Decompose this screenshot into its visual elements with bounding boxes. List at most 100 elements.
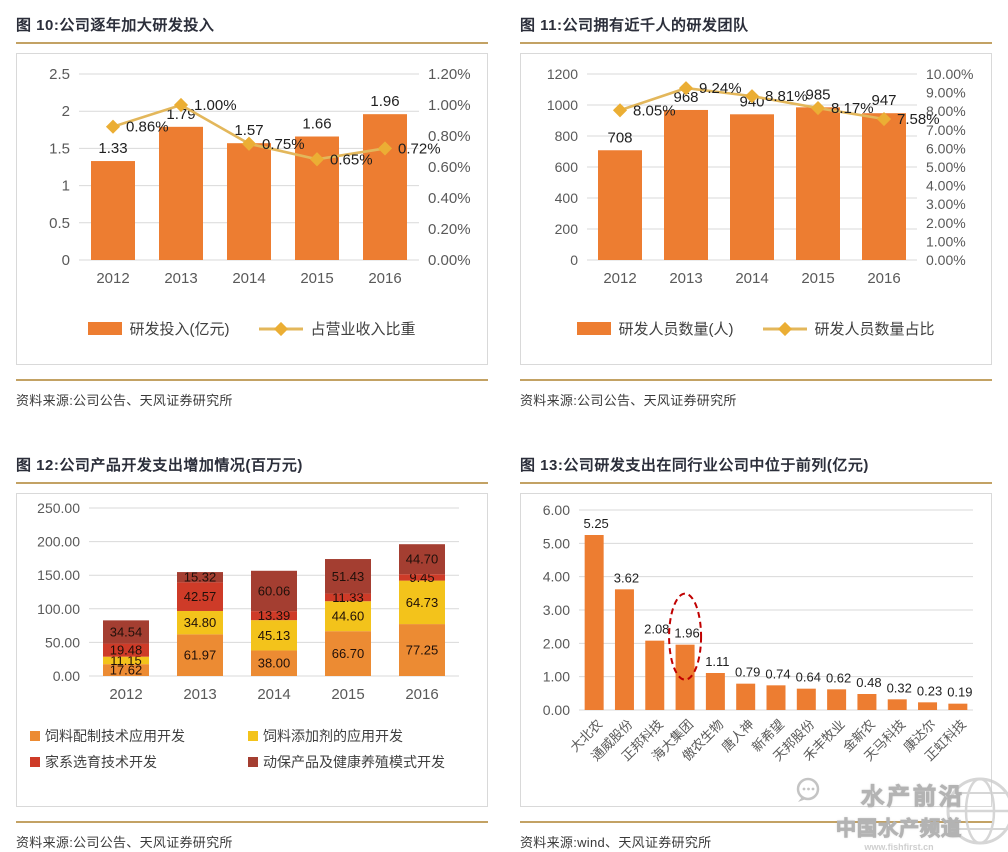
svg-text:1.96: 1.96 [370, 93, 399, 110]
figure-12-plot: 250.00 200.00 150.00 100.00 50.00 0.00 17.62 11… [37, 500, 459, 703]
svg-text:15.32: 15.32 [184, 570, 217, 585]
svg-text:6.00: 6.00 [543, 502, 570, 518]
svg-text:19.48: 19.48 [110, 643, 143, 658]
source-rule [16, 821, 488, 823]
source-rule [16, 379, 488, 381]
svg-text:3.62: 3.62 [614, 570, 639, 585]
svg-text:1.00: 1.00 [543, 669, 570, 685]
svg-text:8.81%: 8.81% [765, 88, 808, 105]
svg-text:0.62: 0.62 [826, 670, 851, 685]
figure-11-plot: 1200 1000 800 600 400 200 0 10.00% 9.00% 8.00% 7.0… [547, 66, 974, 287]
svg-text:45.13: 45.13 [258, 628, 291, 643]
series-swatch-icon [30, 756, 40, 767]
svg-text:0.20%: 0.20% [428, 221, 471, 238]
figure-10-plot: 2.5 2 1.5 1 0.5 0 1.20% 1.00% 0.80% 0.60% 0.40% 0.2… [49, 66, 471, 287]
figure-10-chart: 2.5 2 1.5 1 0.5 0 1.20% 1.00% 0.80% 0.60% 0.40% 0.2… [16, 53, 488, 365]
svg-text:38.00: 38.00 [258, 656, 291, 671]
svg-text:1200: 1200 [547, 66, 578, 82]
svg-text:2016: 2016 [368, 270, 401, 287]
svg-text:2.08: 2.08 [644, 622, 669, 637]
svg-text:1: 1 [62, 178, 70, 195]
svg-text:250.00: 250.00 [37, 500, 80, 516]
svg-text:64.73: 64.73 [406, 595, 439, 610]
svg-text:1.33: 1.33 [98, 140, 127, 157]
source-rule [520, 821, 992, 823]
svg-text:0: 0 [570, 252, 578, 268]
figure-13-source: 资料来源:wind、天风证券研究所 [520, 835, 712, 850]
svg-text:400: 400 [555, 190, 579, 206]
legend-item-line: 研发人员数量占比 [763, 318, 935, 339]
svg-text:44.70: 44.70 [406, 552, 439, 567]
svg-text:600: 600 [555, 159, 579, 175]
svg-text:200: 200 [555, 221, 579, 237]
svg-text:2.00: 2.00 [543, 635, 570, 651]
svg-text:0.00%: 0.00% [926, 252, 966, 268]
svg-text:985: 985 [805, 86, 830, 103]
bar-swatch-icon [88, 322, 123, 335]
svg-text:2: 2 [62, 103, 70, 120]
svg-text:60.06: 60.06 [258, 583, 291, 598]
svg-text:9.24%: 9.24% [699, 80, 742, 97]
svg-text:10.00%: 10.00% [926, 66, 973, 82]
svg-text:0.74: 0.74 [765, 666, 790, 681]
svg-text:0.80%: 0.80% [428, 128, 471, 145]
svg-text:1.66: 1.66 [302, 115, 331, 132]
legend-item: 饲料添加剂的应用开发 [248, 728, 474, 746]
figure-13-title: 图 13:公司研发支出在同行业公司中位于前列(亿元) [520, 457, 869, 474]
svg-text:5.25: 5.25 [583, 516, 608, 531]
svg-text:0.64: 0.64 [796, 670, 821, 685]
svg-text:2014: 2014 [232, 270, 265, 287]
svg-text:6.00%: 6.00% [926, 140, 966, 156]
svg-text:0.32: 0.32 [887, 680, 912, 695]
svg-text:7.58%: 7.58% [897, 111, 940, 128]
svg-text:77.25: 77.25 [406, 643, 439, 658]
title-rule [16, 482, 488, 484]
svg-text:51.43: 51.43 [332, 569, 365, 584]
svg-text:44.60: 44.60 [332, 609, 365, 624]
legend-item: 家系选育技术开发 [30, 754, 248, 772]
svg-text:968: 968 [673, 89, 698, 106]
svg-text:1.00%: 1.00% [194, 97, 237, 114]
svg-text:2012: 2012 [109, 686, 142, 703]
figure-11-title: 图 11:公司拥有近千人的研发团队 [520, 17, 749, 34]
legend-item: 饲料配制技术应用开发 [30, 728, 248, 746]
svg-text:0.00: 0.00 [53, 668, 80, 684]
figure-10-legend: 研发投入(亿元) 占营业收入比重 [17, 318, 487, 339]
svg-text:1.5: 1.5 [49, 140, 70, 157]
svg-text:4.00%: 4.00% [926, 178, 966, 194]
svg-text:0.5: 0.5 [49, 215, 70, 232]
svg-text:0.72%: 0.72% [398, 140, 441, 157]
series-swatch-icon [30, 731, 40, 741]
figure-11-legend: 研发人员数量(人) 研发人员数量占比 [521, 318, 991, 339]
svg-text:50.00: 50.00 [45, 634, 80, 650]
figure-13-plot: 6.005.004.003.002.001.000.005.25大北农3.62通… [543, 502, 973, 764]
svg-text:2012: 2012 [96, 270, 129, 287]
svg-text:3.00%: 3.00% [926, 196, 966, 212]
svg-text:1.20%: 1.20% [428, 66, 471, 83]
svg-text:5.00: 5.00 [543, 535, 570, 551]
figure-12-legend: 饲料配制技术应用开发 饲料添加剂的应用开发 家系选育技术开发 动保产品及健康养殖模式开… [17, 728, 487, 771]
svg-text:9.00%: 9.00% [926, 85, 966, 101]
bar-swatch-icon [577, 322, 612, 335]
svg-text:2016: 2016 [867, 270, 900, 287]
svg-text:8.00%: 8.00% [926, 103, 966, 119]
title-rule [520, 482, 992, 484]
svg-text:42.57: 42.57 [184, 589, 217, 604]
svg-text:200.00: 200.00 [37, 534, 80, 550]
figure-10-title: 图 10:公司逐年加大研发投入 [16, 17, 215, 34]
svg-text:100.00: 100.00 [37, 601, 80, 617]
svg-text:7.00%: 7.00% [926, 122, 966, 138]
svg-text:1.96: 1.96 [674, 626, 699, 641]
svg-text:61.97: 61.97 [184, 648, 217, 663]
svg-text:800: 800 [555, 128, 579, 144]
figure-panel-10: 图 10:公司逐年加大研发投入 2.5 2 1.5 1 0.5 0 1.20% 1.00% 0.… [0, 0, 504, 440]
svg-text:0.75%: 0.75% [262, 136, 305, 153]
svg-text:66.70: 66.70 [332, 646, 365, 661]
svg-text:8.17%: 8.17% [831, 100, 874, 117]
svg-text:2015: 2015 [801, 270, 834, 287]
legend-item-line: 占营业收入比重 [259, 318, 416, 339]
svg-text:2013: 2013 [669, 270, 702, 287]
series-swatch-icon [248, 731, 258, 741]
svg-text:0.19: 0.19 [947, 685, 972, 700]
